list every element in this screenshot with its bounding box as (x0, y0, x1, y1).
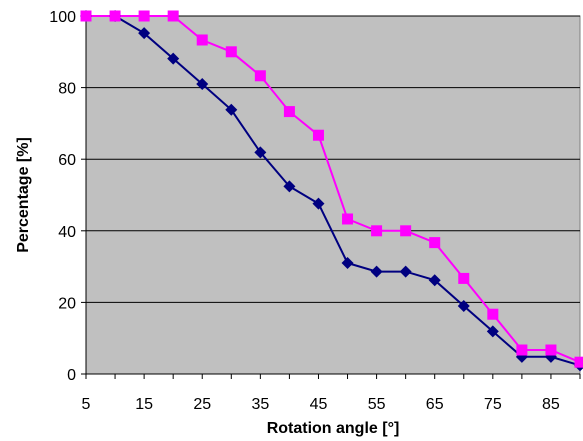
x-tick-label: 25 (193, 396, 211, 413)
series-2-point (80, 10, 92, 22)
series-2-point (167, 10, 179, 22)
series-1-point (457, 299, 470, 312)
series-1-point (341, 257, 354, 270)
y-tick-label: 40 (58, 224, 76, 241)
series-1-point (370, 265, 383, 278)
x-tick-label: 45 (310, 396, 328, 413)
series-2-point (225, 46, 237, 58)
series-1-point (486, 325, 499, 338)
x-tick-label: 35 (251, 396, 269, 413)
x-axis-title: Rotation angle [°] (267, 420, 400, 437)
series-2-point (574, 356, 583, 368)
y-tick-label: 100 (49, 9, 76, 26)
x-tick-label: 85 (542, 396, 560, 413)
series-2-point (138, 10, 150, 22)
series-2-point (545, 344, 557, 356)
series-1-point (283, 180, 296, 193)
y-tick-label: 20 (58, 295, 76, 312)
series-2-point (516, 344, 528, 356)
axes (81, 15, 581, 379)
series-2-point (429, 237, 441, 249)
series-2-point (400, 225, 412, 237)
series-2-point (196, 34, 208, 46)
x-tick-label: 65 (426, 396, 444, 413)
plot-area (85, 15, 581, 375)
y-tick-label: 80 (58, 81, 76, 98)
x-tick-label: 5 (82, 396, 91, 413)
y-tick-label: 60 (58, 152, 76, 169)
series-2-point (342, 213, 354, 225)
series-markers (80, 10, 583, 372)
y-axis-title: Percentage [%] (15, 137, 32, 253)
series-1-point (399, 265, 412, 278)
x-tick-label: 75 (484, 396, 502, 413)
x-tick-labels: 5 15 25 35 45 55 65 75 85 (82, 396, 560, 413)
series-1-point (312, 197, 325, 210)
y-tick-label: 0 (67, 367, 76, 384)
series-1-point (167, 52, 180, 65)
series-1-point (254, 146, 267, 159)
x-tick-label: 55 (368, 396, 386, 413)
y-tick-labels: 0 20 40 60 80 100 (49, 9, 76, 384)
series-2-point (283, 106, 295, 118)
series-2-point (312, 129, 324, 141)
x-tick-label: 15 (135, 396, 153, 413)
series-1-point (225, 103, 238, 116)
series-1-point (138, 27, 151, 40)
series-2-point (487, 308, 499, 320)
series-2-point (371, 225, 383, 237)
series-1-point (196, 78, 209, 91)
series-1-line (86, 15, 581, 367)
series-2-point (109, 10, 121, 22)
series-2-point (458, 272, 470, 284)
series-2-point (254, 70, 266, 82)
series-1-point (428, 274, 441, 287)
